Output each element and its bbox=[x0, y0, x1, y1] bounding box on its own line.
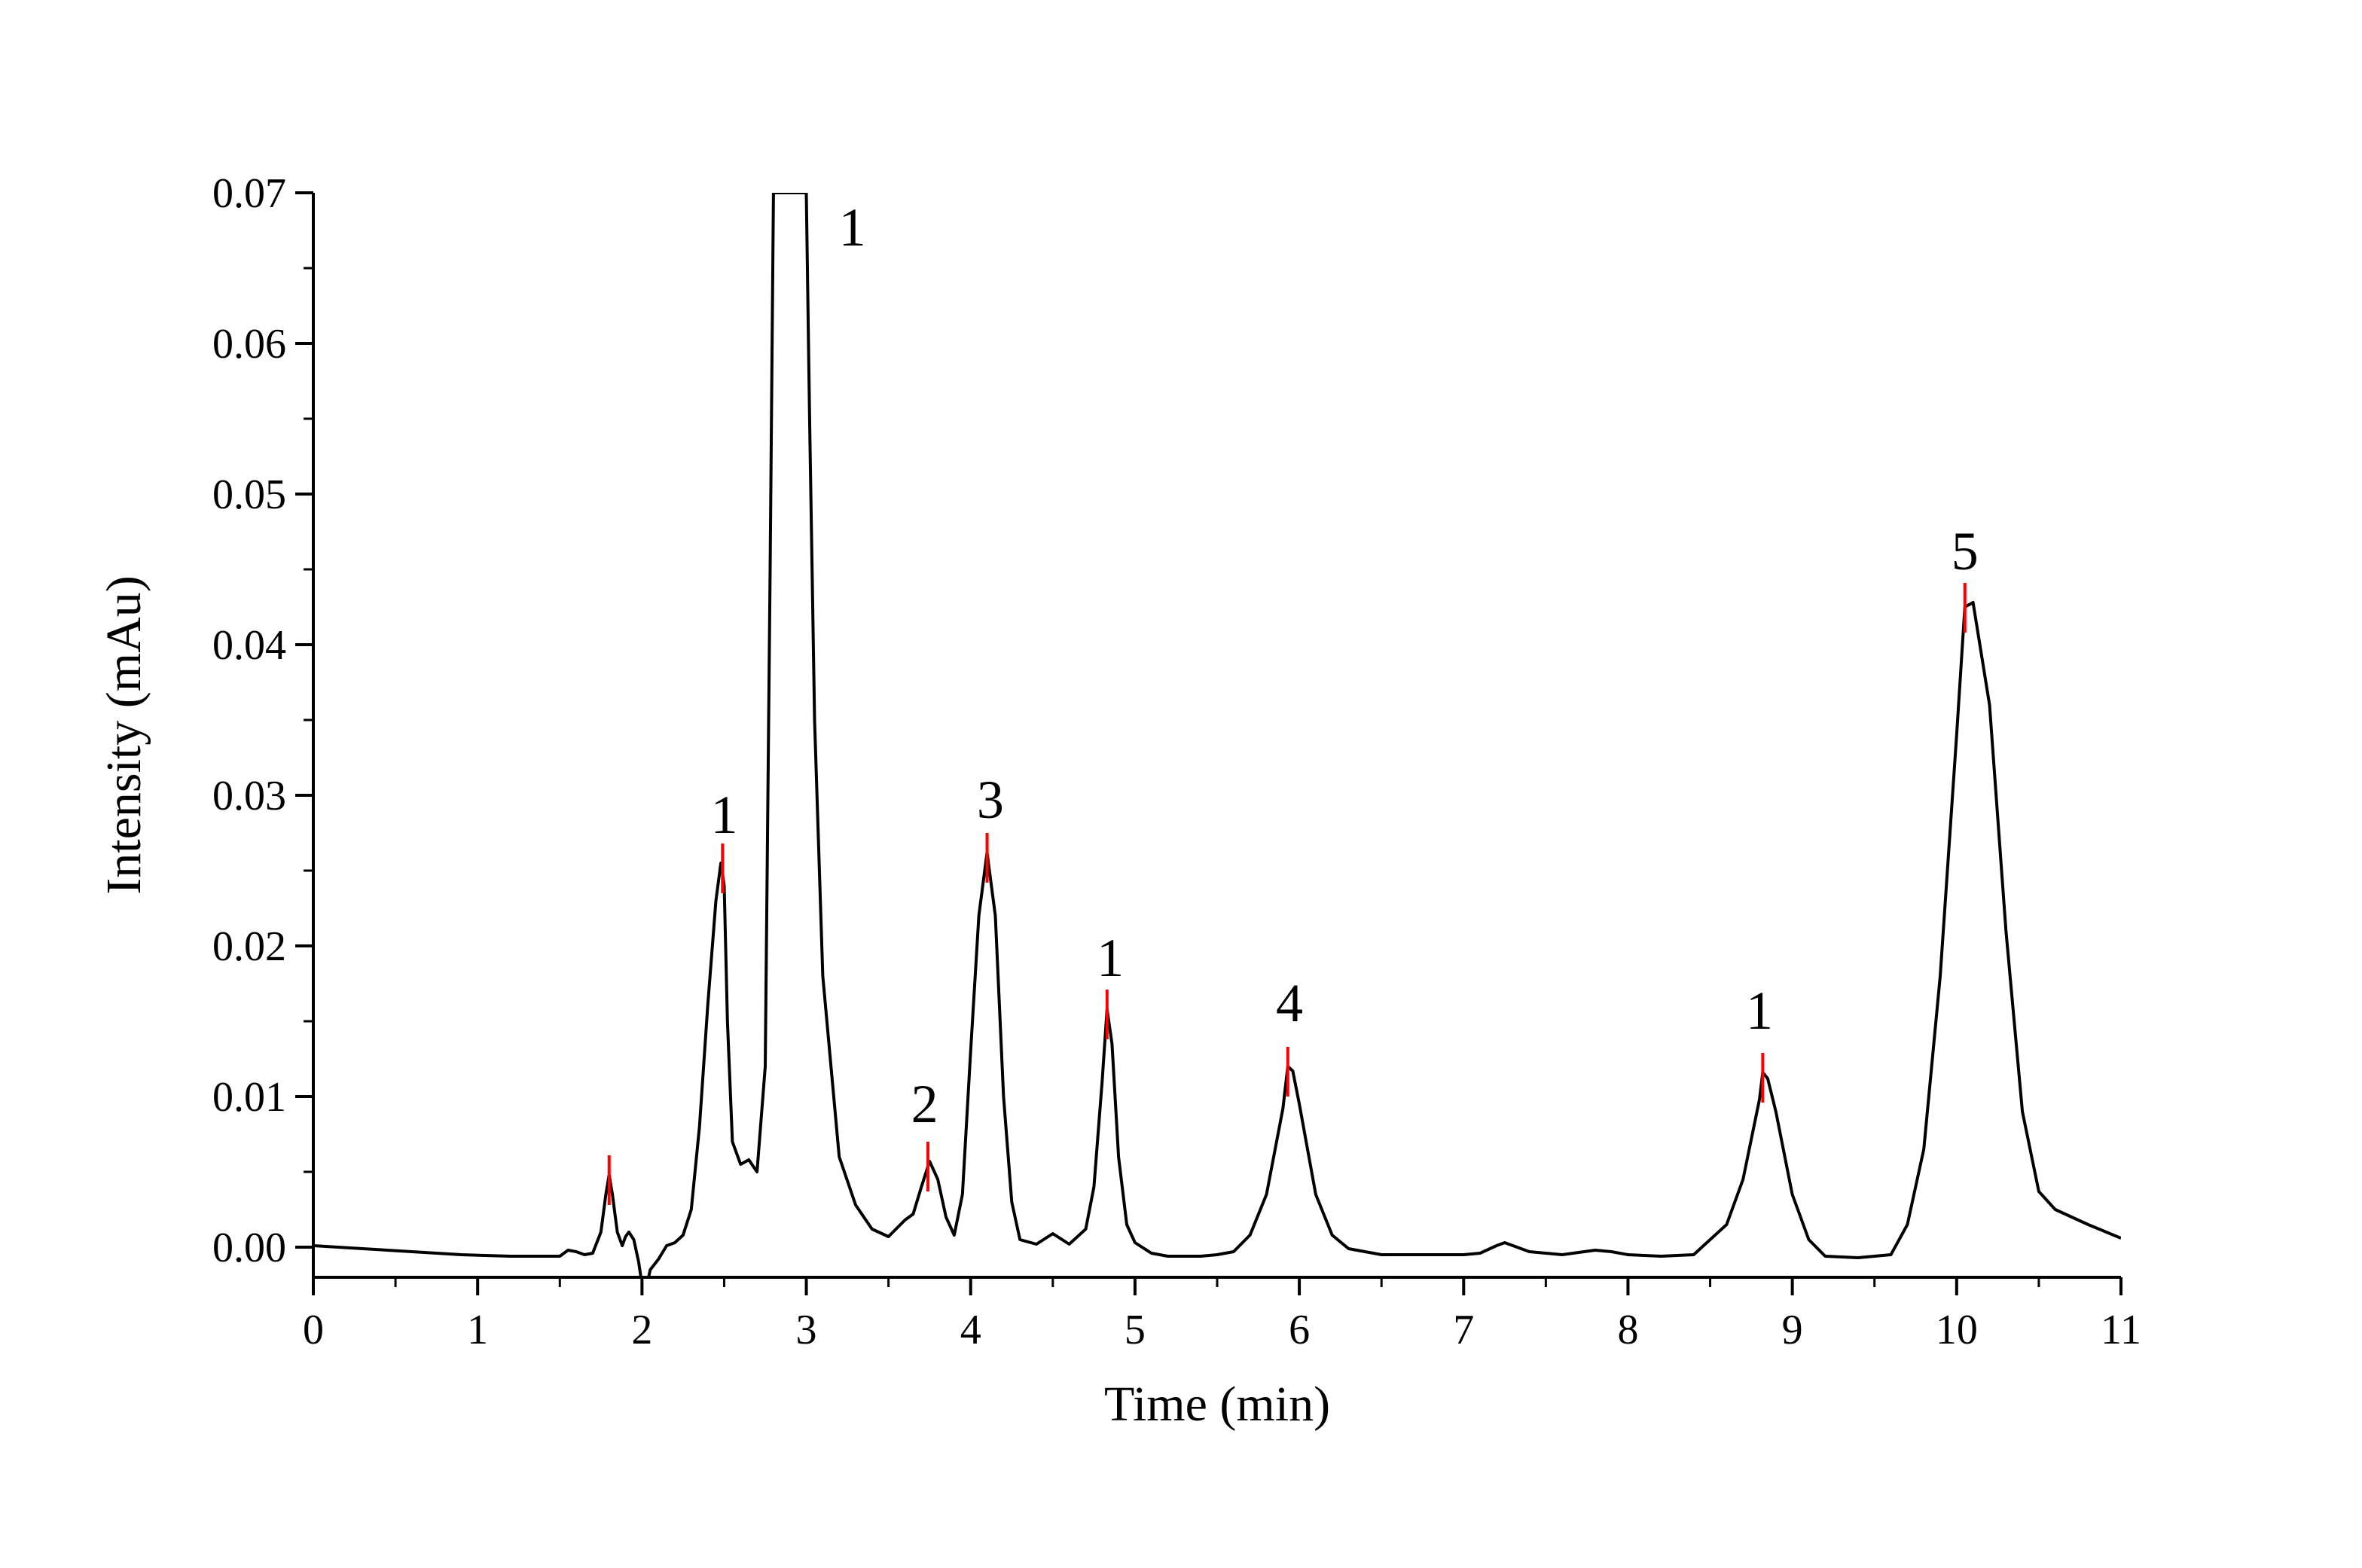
y-tick-label: 0.05 bbox=[212, 471, 286, 518]
peak-label: 1 bbox=[1097, 928, 1124, 988]
peak-label: 2 bbox=[911, 1074, 938, 1134]
x-tick-label: 11 bbox=[2101, 1307, 2141, 1353]
y-tick-label: 0.01 bbox=[212, 1074, 286, 1121]
x-tick-label: 0 bbox=[303, 1307, 324, 1353]
y-tick-label: 0.02 bbox=[212, 923, 286, 970]
x-tick-label: 5 bbox=[1125, 1307, 1146, 1353]
peak-label: 1 bbox=[710, 785, 737, 845]
x-tick-label: 4 bbox=[960, 1307, 981, 1353]
labels: Time (min) Intensity (mAu) bbox=[96, 575, 1330, 1432]
y-tick-label: 0.04 bbox=[212, 622, 286, 669]
y-tick-label: 0.06 bbox=[212, 321, 286, 368]
y-tick-label: 0.00 bbox=[212, 1225, 286, 1271]
x-tick-label: 9 bbox=[1782, 1307, 1803, 1353]
y-tick-label: 0.03 bbox=[212, 773, 286, 819]
x-tick-label: 8 bbox=[1617, 1307, 1638, 1353]
x-tick-label: 7 bbox=[1453, 1307, 1474, 1353]
x-tick-label: 10 bbox=[1936, 1307, 1978, 1353]
peak-label: 1 bbox=[1746, 981, 1773, 1041]
plot-area: 1 1 2 3 1 4 1 5 bbox=[313, 193, 2121, 1279]
y-axis-title: Intensity (mAu) bbox=[96, 575, 151, 894]
peak-label: 4 bbox=[1276, 973, 1303, 1033]
y-tick-label: 0.07 bbox=[212, 170, 286, 217]
x-tick-label: 3 bbox=[796, 1307, 817, 1353]
x-axis-title: Time (min) bbox=[1104, 1377, 1330, 1432]
axes: 0 1 2 3 4 5 6 7 8 9 10 110.000.010.020.030.040.050.… bbox=[212, 170, 2141, 1353]
peak-label: 3 bbox=[977, 770, 1004, 830]
x-tick-label: 1 bbox=[467, 1307, 488, 1353]
peak-label: 1 bbox=[839, 197, 866, 258]
peak-label: 5 bbox=[1952, 521, 1979, 581]
chromatogram-trace bbox=[313, 193, 2121, 1279]
x-tick-label: 6 bbox=[1289, 1307, 1310, 1353]
x-tick-label: 2 bbox=[631, 1307, 652, 1353]
